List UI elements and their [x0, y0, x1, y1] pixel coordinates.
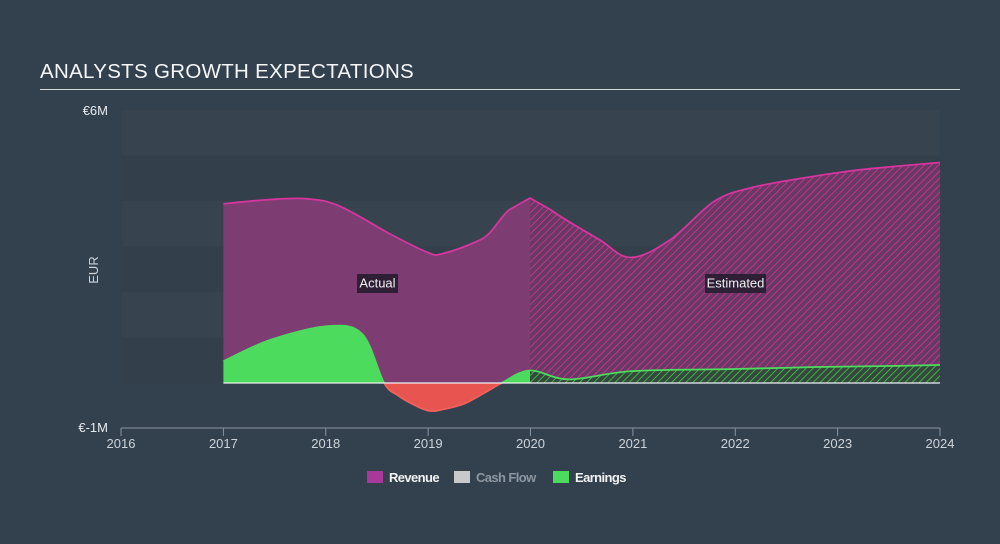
svg-text:2023: 2023: [823, 436, 852, 451]
svg-text:Earnings: Earnings: [575, 470, 626, 485]
svg-text:EUR: EUR: [86, 256, 101, 283]
svg-text:€6M: €6M: [83, 103, 108, 118]
svg-text:Estimated: Estimated: [707, 276, 765, 291]
svg-text:2022: 2022: [721, 436, 750, 451]
svg-text:2020: 2020: [516, 436, 545, 451]
svg-text:€-1M: €-1M: [78, 420, 108, 435]
svg-text:Actual: Actual: [359, 276, 395, 291]
svg-text:Revenue: Revenue: [389, 470, 439, 485]
svg-text:2018: 2018: [311, 436, 340, 451]
svg-text:2016: 2016: [107, 436, 136, 451]
svg-text:2019: 2019: [414, 436, 443, 451]
svg-text:2021: 2021: [618, 436, 647, 451]
svg-text:2017: 2017: [209, 436, 238, 451]
svg-text:2024: 2024: [926, 436, 955, 451]
svg-text:Cash Flow: Cash Flow: [476, 470, 537, 485]
